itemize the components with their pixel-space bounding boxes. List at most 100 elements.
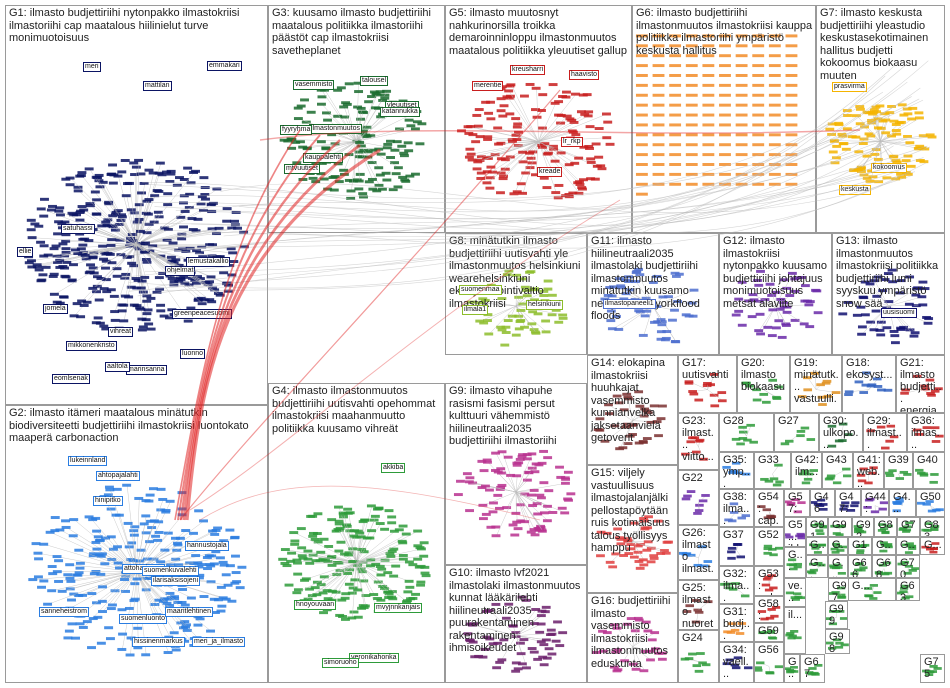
graph-node [760,617,769,621]
node-label: helsinkiuni [526,300,563,310]
graph-node [629,521,639,525]
node-label: kreade [537,167,563,177]
graph-node [616,537,626,541]
graph-node [516,652,526,656]
graph-node [386,156,396,159]
graph-node [745,384,754,388]
graph-node [592,651,602,654]
graph-node [547,652,557,656]
graph-node [760,298,770,302]
graph-node [398,524,408,528]
graph-node [117,215,127,219]
graph-node [292,558,302,562]
cluster-g_p: G... [848,578,896,601]
graph-node [579,178,588,182]
cluster-node-cloud [877,523,893,535]
graph-node [497,450,507,454]
graph-node [641,620,651,624]
graph-node [635,163,648,166]
graph-node [654,651,664,655]
graph-node [380,558,390,562]
graph-node [113,561,123,565]
graph-node [389,547,399,551]
graph-node [491,534,501,538]
graph-node [768,103,781,107]
graph-node [34,224,44,228]
graph-node [685,64,698,68]
graph-node [803,388,813,392]
graph-node [912,374,922,378]
graph-node [785,44,798,48]
cluster-title: il... [788,609,803,621]
cluster-g99: G99 [825,601,848,629]
graph-node [685,44,698,48]
graph-node [752,133,765,137]
graph-node [566,492,576,496]
graph-node [628,662,638,666]
graph-node [106,535,116,539]
graph-node [766,631,775,634]
graph-node [596,530,606,534]
graph-node [61,525,71,529]
cluster-g44: G44: ipp... [861,489,889,517]
graph-node [137,191,147,195]
graph-node [623,539,633,543]
graph-node [921,545,930,549]
graph-node [731,313,741,317]
graph-node [101,220,111,224]
graph-node [793,510,802,514]
graph-node [114,566,124,570]
graph-node [180,603,190,607]
node-label: ohjelmat [165,266,196,276]
node-label: akkiba [381,463,406,473]
graph-node [702,44,715,48]
graph-node [362,536,372,540]
graph-node [635,54,648,58]
graph-node [40,197,49,201]
graph-node [508,139,517,143]
cluster-node-cloud [850,562,868,576]
cluster-title: G35: ymp... [723,454,750,489]
graph-node [156,303,166,307]
graph-node [348,586,358,590]
graph-node [897,591,905,595]
graph-node [627,423,637,427]
graph-node [864,587,873,590]
graph-node [354,187,364,191]
graph-node [310,537,320,541]
graph-node [933,667,942,670]
cluster-title: G15: viljely vastuullisuus ilmastojalanj… [591,467,670,554]
graph-node [735,44,748,48]
graph-node [803,376,812,380]
graph-node [488,510,498,514]
graph-node [205,298,215,302]
graph-node [823,394,833,398]
graph-node [523,470,533,474]
graph-node [735,143,748,147]
cluster-node-cloud [785,498,806,514]
graph-node [902,528,912,532]
graph-node [652,54,665,58]
graph-node [501,325,511,329]
graph-node [622,392,632,396]
graph-node [58,242,68,246]
graph-node [876,320,886,324]
graph-node [229,260,239,264]
graph-node [638,333,648,337]
graph-node [797,536,805,540]
graph-node [65,587,75,591]
cluster-title: G6: ilmasto budjettiriihi ilmastonmuutos… [636,7,813,57]
graph-node [702,103,715,107]
graph-node [219,539,229,543]
graph-node [330,175,340,179]
graph-node [88,286,98,290]
graph-node [662,540,672,544]
cluster-title: G19: minätutk... vastuulli... osaamin... [794,357,839,413]
cluster-g_k: G... [828,555,848,578]
graph-node [163,228,173,232]
graph-node [827,424,837,428]
graph-node [539,643,549,647]
graph-node [771,606,781,609]
graph-node [491,525,501,529]
graph-node [539,449,549,453]
